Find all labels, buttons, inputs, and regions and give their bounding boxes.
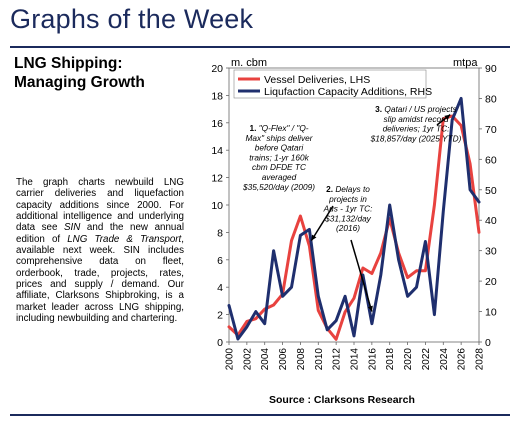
x-tick-label: 2004 (260, 348, 271, 371)
vessel-deliveries-line (227, 114, 481, 341)
annotation-3-line: 3. Qatari / US projects (375, 104, 457, 114)
left-tick-label: 12 (211, 173, 223, 185)
left-tick-label: 6 (217, 255, 223, 267)
x-tick-label: 2026 (457, 348, 468, 371)
right-axis-unit: mtpa (453, 57, 478, 69)
x-tick-label: 2016 (367, 348, 378, 371)
legend-box (233, 69, 427, 99)
x-tick-label: 2006 (278, 348, 289, 371)
body-text-1: The graph charts newbuild LNG carrier de… (16, 177, 184, 234)
right-tick-label: 20 (485, 276, 497, 288)
lng-chart: m. cbm mtpa 0 2 4 6 8 10 12 14 16 18 20 0 10 20 30 40 50 60… (211, 57, 497, 371)
left-tick-label: 0 (217, 337, 223, 349)
x-tick-label: 2018 (385, 348, 396, 371)
left-tick-label: 18 (211, 90, 223, 102)
annotation-3-line: slip amidst record (383, 114, 448, 124)
annotation-3-line: $18,857/day (2025 YTD) (370, 133, 462, 143)
left-tick-label: 4 (217, 282, 223, 294)
annotation-2-line: (2016) (336, 223, 360, 233)
annotation-3-text: Qatari / US projects (384, 104, 456, 114)
body-text-3: , available next week. SIN includes comp… (16, 233, 184, 325)
annotation-3-arrow-head (444, 114, 451, 120)
article-body: The graph charts newbuild LNG carrier de… (16, 177, 184, 324)
page-title: Graphs of the Week (10, 4, 254, 34)
article-headline: LNG Shipping: Managing Growth (14, 54, 184, 92)
annotation-1-line: Max" ships deliver (245, 133, 313, 143)
left-tick-label: 20 (211, 63, 223, 75)
annotation-1-line: 1. "Q-Flex" / "Q- (249, 123, 308, 133)
annotation-2-number: 2. (326, 184, 335, 194)
annotation-1-line: $35,520/day (2009) (242, 182, 315, 192)
left-tick-label: 14 (211, 145, 223, 157)
legend-label-1: Vessel Deliveries, LHS (264, 74, 370, 86)
legend-label-2: Liqufaction Capacity Additions, RHS (264, 86, 432, 98)
title-divider (10, 46, 510, 48)
right-tick-label: 0 (485, 337, 491, 349)
headline-line-1: LNG Shipping: (14, 55, 123, 72)
right-tick-label: 70 (485, 124, 497, 136)
right-tick-label: 90 (485, 63, 497, 75)
x-tick-label: 2012 (332, 348, 343, 371)
right-tick-label: 30 (485, 246, 497, 258)
annotation-1-line: before Qatari (255, 143, 305, 153)
x-tick-label: 2008 (296, 348, 307, 371)
annotation-1-line: averaged (262, 172, 297, 182)
x-tick-label: 2024 (439, 348, 450, 371)
annotation-2-line: Aus - 1yr TC: (323, 204, 373, 214)
annotation-1-number: 1. (249, 123, 258, 133)
right-tick-label: 40 (485, 215, 497, 227)
annotation-1-arrow-shaft (310, 205, 334, 242)
left-tick-label: 8 (217, 227, 223, 239)
chart-source: Source : Clarksons Research (269, 394, 415, 406)
annotation-2-line: $31,132/day (324, 213, 372, 223)
left-tick-label: 16 (211, 118, 223, 130)
annotation-3-number: 3. (375, 104, 384, 114)
right-tick-label: 50 (485, 185, 497, 197)
left-axis-unit: m. cbm (231, 57, 267, 69)
x-tick-label: 2020 (403, 348, 414, 371)
annotation-2-text: Delays to (335, 184, 370, 194)
body-text-2: and the new annual edition of (16, 222, 184, 245)
body-publication: LNG Trade & Transport (67, 233, 182, 245)
annotation-1-line: cbm DFDE TC (252, 162, 307, 172)
right-tick-label: 10 (485, 307, 497, 319)
body-sin: SIN (64, 222, 81, 234)
left-tick-label: 2 (217, 310, 223, 322)
annotation-2-line: 2. Delays to (326, 184, 370, 194)
annotation-3-line: deliveries; 1yr TC: (383, 124, 450, 134)
x-tick-label: 2000 (225, 348, 236, 371)
left-tick-label: 10 (211, 200, 223, 212)
x-tick-label: 2022 (421, 348, 432, 371)
bottom-divider (10, 414, 510, 416)
annotation-1-arrow-head (311, 234, 317, 241)
x-tick-label: 2002 (242, 348, 253, 371)
annotation-2-arrow-head (367, 305, 373, 312)
right-tick-label: 60 (485, 154, 497, 166)
right-tick-label: 80 (485, 93, 497, 105)
x-tick-label: 2028 (475, 348, 486, 371)
x-tick-label: 2010 (314, 348, 325, 371)
annotation-1-text: "Q-Flex" / "Q- (259, 123, 309, 133)
annotation-1-line: trains; 1-yr 160k (249, 152, 309, 162)
headline-line-2: Managing Growth (14, 74, 145, 91)
x-tick-label: 2014 (350, 348, 361, 371)
liquefaction-capacity-line (227, 96, 481, 341)
annotation-2-arrow-shaft (350, 239, 373, 312)
annotation-2-line: projects in (328, 194, 367, 204)
